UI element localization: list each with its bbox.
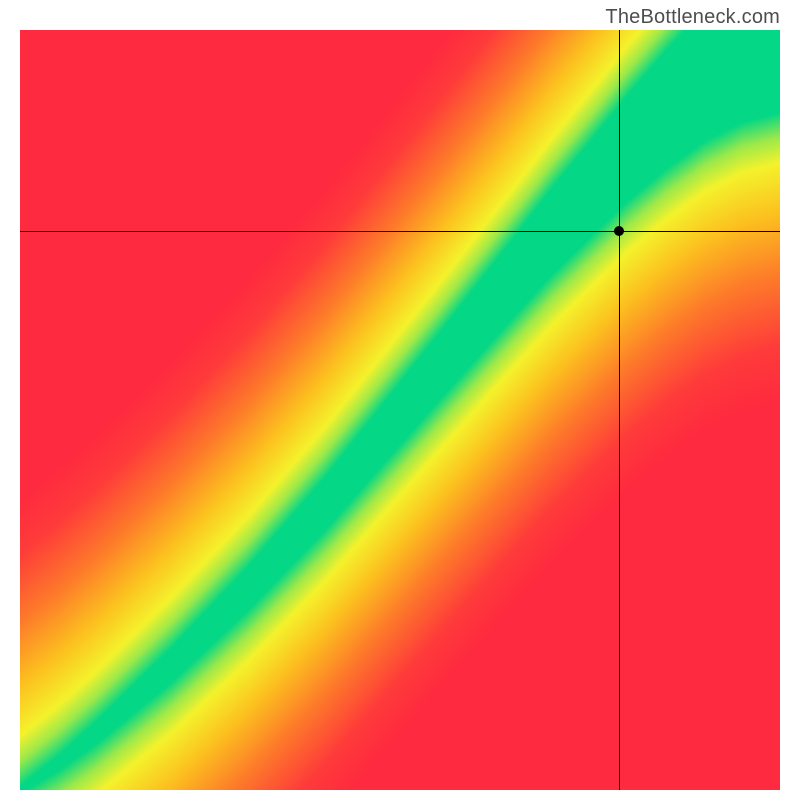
- crosshair-vertical: [619, 30, 620, 790]
- heatmap-canvas: [20, 30, 780, 790]
- watermark-text: TheBottleneck.com: [605, 6, 780, 29]
- crosshair-marker: [614, 226, 624, 236]
- heatmap-plot: [20, 30, 780, 790]
- crosshair-horizontal: [20, 231, 780, 232]
